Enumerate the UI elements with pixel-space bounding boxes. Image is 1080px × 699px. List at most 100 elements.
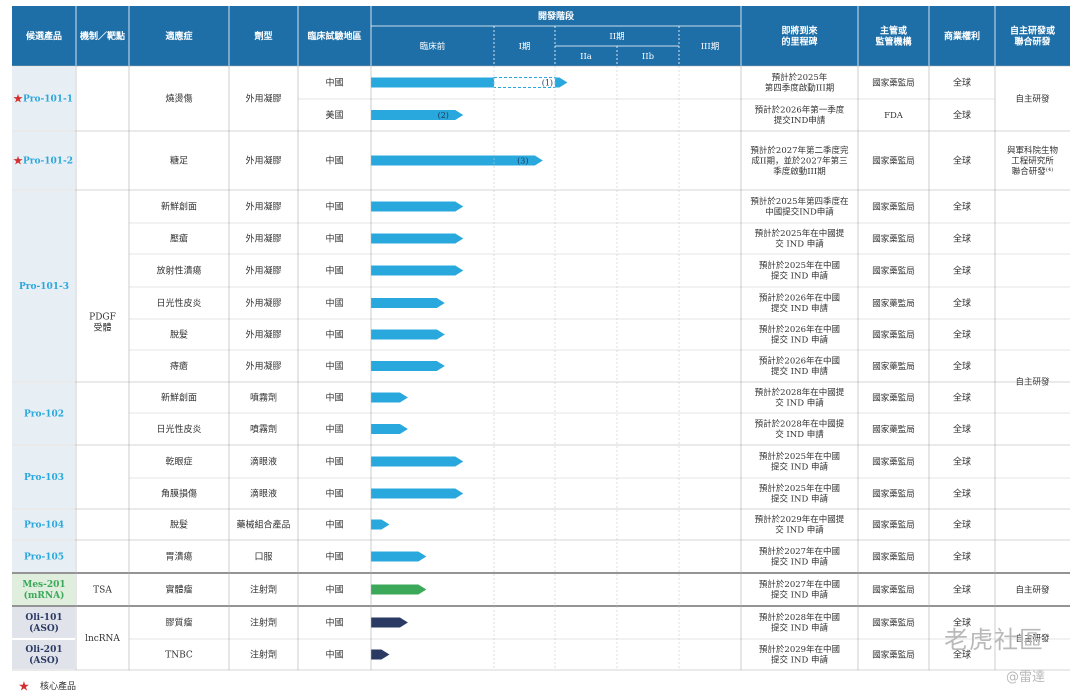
row-authority-1: FDA (884, 111, 904, 121)
row-indication-8: 痔瘡 (170, 360, 188, 372)
header-bg (12, 6, 1070, 66)
row-region-17: 中國 (325, 649, 343, 661)
row-rights-13: 全球 (953, 519, 971, 531)
stage-phase3: III期 (701, 42, 720, 52)
mechanism-0: PDGF 受體 (89, 313, 116, 334)
stage-phase1: I期 (519, 42, 531, 52)
product-cell-1 (12, 132, 75, 189)
row-form-12: 滴眼液 (250, 488, 277, 500)
row-indication-15: 實體瘤 (165, 584, 192, 596)
row-milestone-5: 預計於2025年在中國提交 IND 申請 (759, 260, 840, 282)
product-label-0: Pro-101-1 (23, 95, 73, 105)
row-form-2: 外用凝膠 (245, 155, 281, 167)
row-authority-6: 國家藥監局 (872, 298, 915, 309)
row-rights-15: 全球 (953, 584, 971, 596)
row-milestone-9: 預計於2028年在中國提交 IND 申請 (755, 387, 845, 409)
row-rights-14: 全球 (953, 551, 971, 563)
header-3: 劑型 (253, 30, 272, 42)
row-rights-16: 全球 (953, 617, 971, 629)
row-indication-0: 燒燙傷 (165, 93, 192, 105)
row-milestone-0: 預計於2025年第四季度啟動III期 (765, 72, 835, 94)
row-rights-12: 全球 (953, 488, 971, 500)
row-indication-13: 脫髮 (170, 519, 188, 531)
row-rights-6: 全球 (953, 297, 971, 309)
row-region-2: 中國 (325, 155, 343, 167)
product-cell-0 (12, 67, 75, 130)
watermark-brand: 老虎社區 (944, 626, 1044, 654)
row-region-13: 中國 (325, 519, 343, 531)
row-rights-5: 全球 (953, 265, 971, 277)
row-milestone-4: 預計於2025年在中國提交 IND 申請 (755, 228, 845, 250)
row-bar-9 (371, 392, 408, 403)
row-authority-15: 國家藥監局 (872, 584, 915, 595)
row-bar-16 (371, 617, 408, 628)
row-form-16: 注射劑 (250, 617, 277, 629)
row-bar-1 (371, 110, 464, 120)
row-bar-14 (371, 551, 427, 562)
product-cell-8 (12, 607, 75, 638)
row-milestone-7: 預計於2026年在中國提交 IND 申請 (759, 324, 840, 346)
product-cell-5 (12, 510, 75, 539)
row-authority-9: 國家藥監局 (872, 392, 915, 403)
row-indication-10: 日光性皮炎 (156, 423, 201, 435)
row-authority-3: 國家藥監局 (872, 201, 915, 212)
row-indication-11: 乾眼症 (165, 456, 192, 468)
row-authority-4: 國家藥監局 (872, 233, 915, 244)
stage-preclinical: 臨床前 (420, 41, 446, 52)
row-bar-4 (371, 233, 464, 244)
row-form-15: 注射劑 (250, 584, 277, 596)
row-region-3: 中國 (325, 201, 343, 213)
row-bar-13 (371, 519, 390, 530)
row-form-13: 藥械組合產品 (236, 519, 290, 531)
core-star-0: ★ (13, 92, 24, 106)
product-label-7: Mes-201 (mRNA) (22, 580, 65, 601)
row-bar-10 (371, 424, 408, 434)
row-authority-12: 國家藥監局 (872, 488, 915, 499)
mechanism-2: lncRNA (85, 634, 120, 644)
row-rights-17: 全球 (953, 649, 971, 661)
header-dev-stage: 開發階段 (538, 10, 575, 22)
row-milestone-16: 預計於2028年在中國提交 IND 申請 (759, 612, 840, 634)
row-milestone-10: 預計於2028年在中國提交 IND 申請 (755, 419, 845, 441)
row-rights-10: 全球 (953, 423, 971, 435)
product-cell-2 (12, 191, 75, 381)
header-0: 候選產品 (26, 30, 62, 42)
row-region-9: 中國 (325, 392, 343, 404)
row-region-12: 中國 (325, 488, 343, 500)
row-authority-8: 國家藥監局 (872, 361, 915, 372)
row-bar-3 (371, 201, 464, 212)
row-form-3: 外用凝膠 (245, 201, 281, 213)
product-label-3: Pro-102 (24, 410, 64, 420)
header-4: 臨床試驗地區 (307, 30, 361, 42)
row-milestone-1: 預計於2026年第一季度提交IND申請 (755, 105, 845, 127)
product-label-2: Pro-101-3 (19, 282, 69, 292)
row-indication-5: 放射性潰瘍 (156, 265, 201, 277)
product-label-5: Pro-104 (24, 521, 64, 531)
row-region-4: 中國 (325, 233, 343, 245)
header-rights: 商業權利 (944, 30, 980, 42)
row-bar-2 (371, 155, 543, 166)
legend-star: ★ (18, 680, 30, 695)
row-region-6: 中國 (325, 297, 343, 309)
header-1: 機制／靶點 (80, 30, 125, 42)
row-region-15: 中國 (325, 584, 343, 596)
row-bar-5 (371, 265, 464, 276)
row-bar-15 (371, 584, 427, 595)
row-authority-2: 國家藥監局 (872, 155, 915, 166)
row-indication-3: 新鮮創面 (161, 201, 197, 213)
row-bar-arrow-0 (555, 77, 568, 88)
research-group-0: 自主研發 (1015, 93, 1050, 104)
row-milestone-3: 預計於2025年第四季度在中國提交IND申請 (750, 196, 848, 218)
row-region-14: 中國 (325, 551, 343, 563)
row-rights-2: 全球 (953, 155, 971, 167)
row-region-10: 中國 (325, 423, 343, 435)
row-milestone-12: 預計於2025年在中國提交 IND 申請 (759, 483, 840, 505)
row-bar-12 (371, 488, 464, 499)
row-bar-note-1: (2) (438, 111, 449, 120)
row-rights-11: 全球 (953, 456, 971, 468)
row-milestone-2: 預計於2027年第二季度完成II期，並於2027年第三季度啟動III期 (750, 145, 849, 177)
row-bar-0 (371, 77, 494, 88)
row-bar-note-0: (1) (542, 78, 553, 87)
row-rights-9: 全球 (953, 392, 971, 404)
